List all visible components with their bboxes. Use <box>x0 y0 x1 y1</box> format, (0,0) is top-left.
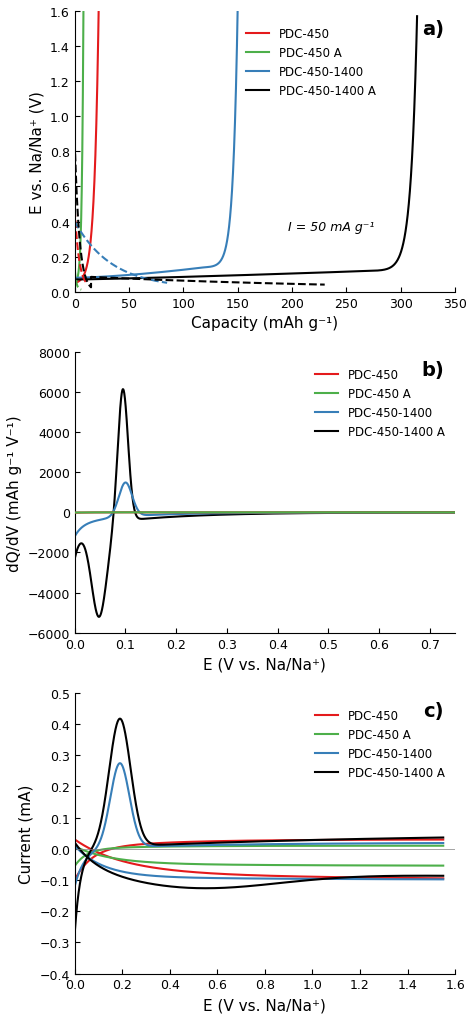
X-axis label: E (V vs. Na/Na⁺): E (V vs. Na/Na⁺) <box>203 656 327 672</box>
X-axis label: Capacity (mAh g⁻¹): Capacity (mAh g⁻¹) <box>191 316 338 331</box>
Text: a): a) <box>422 20 444 40</box>
Text: I = 50 mA g⁻¹: I = 50 mA g⁻¹ <box>288 221 374 233</box>
Text: c): c) <box>423 701 444 720</box>
Y-axis label: Current (mA): Current (mA) <box>19 784 34 883</box>
X-axis label: E (V vs. Na/Na⁺): E (V vs. Na/Na⁺) <box>203 997 327 1012</box>
Text: b): b) <box>421 361 444 380</box>
Y-axis label: dQ/dV (mAh g⁻¹ V⁻¹): dQ/dV (mAh g⁻¹ V⁻¹) <box>7 415 22 571</box>
Legend: PDC-450, PDC-450 A, PDC-450-1400, PDC-450-1400 A: PDC-450, PDC-450 A, PDC-450-1400, PDC-45… <box>241 23 380 103</box>
Legend: PDC-450, PDC-450 A, PDC-450-1400, PDC-450-1400 A: PDC-450, PDC-450 A, PDC-450-1400, PDC-45… <box>310 704 449 784</box>
Y-axis label: E vs. Na/Na⁺ (V): E vs. Na/Na⁺ (V) <box>29 91 45 214</box>
Legend: PDC-450, PDC-450 A, PDC-450-1400, PDC-450-1400 A: PDC-450, PDC-450 A, PDC-450-1400, PDC-45… <box>310 364 449 443</box>
